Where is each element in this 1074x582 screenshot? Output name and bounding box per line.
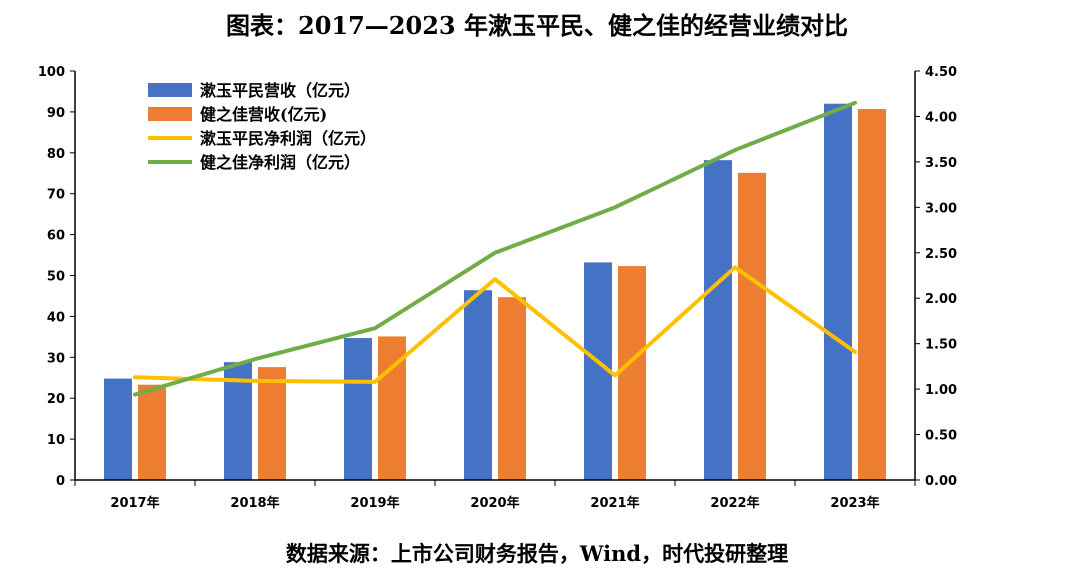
bar-s1-0	[138, 384, 166, 480]
left-tick-label-3: 30	[47, 351, 65, 366]
legend-swatch-0	[148, 83, 192, 97]
legend-group: 漱玉平民营收（亿元） 健之佳营收(亿元) 漱玉平民净利润（亿元） 健之佳净利润（亿元）	[148, 81, 376, 172]
x-tick-label-1: 2018年	[230, 495, 279, 511]
legend-label-2: 漱玉平民净利润（亿元）	[200, 129, 376, 148]
lines-group	[133, 100, 857, 397]
left-tick-label-8: 80	[47, 147, 65, 162]
bar-s0-3	[464, 290, 492, 480]
left-tick-label-4: 40	[47, 310, 65, 325]
bar-s0-5	[704, 160, 732, 481]
right-tick-label-6: 3.00	[925, 201, 957, 216]
x-tick-label-3: 2020年	[470, 495, 519, 511]
bar-s1-1	[258, 367, 286, 480]
right-tick-label-2: 1.00	[925, 383, 957, 398]
x-tick-label-0: 2017年	[110, 495, 159, 511]
legend-label-3: 健之佳净利润（亿元）	[200, 153, 360, 172]
left-tick-label-2: 20	[47, 392, 65, 407]
line-series-0	[133, 265, 857, 384]
bar-s1-4	[618, 266, 646, 480]
x-tick-label-4: 2021年	[590, 495, 639, 511]
right-tick-label-9: 4.50	[925, 65, 957, 80]
chart-title: 图表：2017—2023 年漱玉平民、健之佳的经营业绩对比	[226, 11, 848, 40]
right-tick-label-8: 4.00	[925, 110, 957, 125]
source-note: 数据来源：上市公司财务报告，Wind，时代投研整理	[285, 541, 789, 566]
left-tick-label-7: 70	[47, 188, 65, 203]
left-tick-label-9: 90	[47, 106, 65, 121]
right-tick-label-5: 2.50	[925, 247, 957, 262]
left-tick-label-6: 60	[47, 229, 65, 244]
bar-s1-6	[858, 109, 886, 481]
x-tick-label-6: 2023年	[830, 495, 879, 511]
right-tick-label-4: 2.00	[925, 292, 957, 307]
left-tick-label-10: 100	[38, 65, 65, 80]
legend-label-1: 健之佳营收(亿元)	[200, 105, 327, 124]
left-tick-label-0: 0	[56, 474, 65, 489]
right-tick-label-0: 0.00	[925, 474, 957, 489]
legend-label-0: 漱玉平民营收（亿元）	[200, 81, 360, 100]
right-tick-label-1: 0.50	[925, 429, 957, 444]
right-tick-label-7: 3.50	[925, 156, 957, 171]
bar-s0-2	[344, 338, 372, 480]
bar-s0-0	[104, 378, 132, 480]
axes-group: 0 10 20 30 40 50 60 70 80 90 100 0.00 0.50 1.00 1.50 2.…	[38, 65, 957, 511]
left-tick-label-5: 50	[47, 270, 65, 285]
bar-s1-3	[498, 297, 526, 480]
left-tick-label-1: 10	[47, 433, 65, 448]
legend-swatch-1	[148, 107, 192, 121]
bar-s0-6	[824, 103, 852, 480]
x-tick-label-2: 2019年	[350, 495, 399, 511]
bar-s1-5	[738, 172, 766, 480]
right-tick-label-3: 1.50	[925, 338, 957, 353]
line-series-1	[133, 100, 857, 397]
x-tick-label-5: 2022年	[710, 495, 759, 511]
combo-chart: 0 10 20 30 40 50 60 70 80 90 100 0.00 0.50 1.00 1.50 2.…	[38, 65, 957, 511]
